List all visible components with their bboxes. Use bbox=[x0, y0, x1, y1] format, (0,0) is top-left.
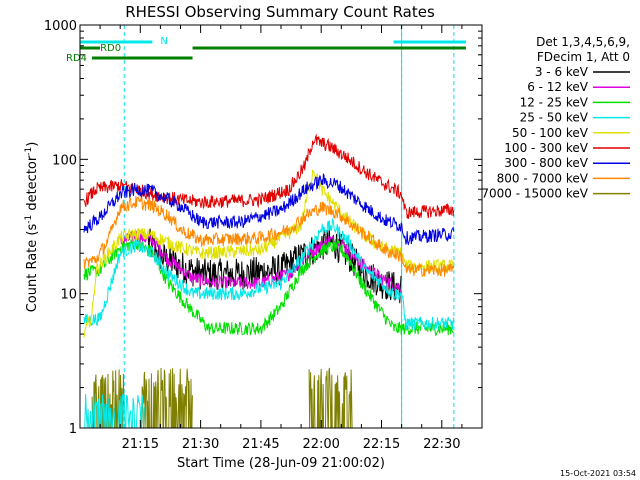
series-line-6 bbox=[83, 172, 455, 246]
legend-label-8: 7000 - 15000 keV bbox=[481, 187, 588, 201]
legend-header-line-2: FDecim 1, Att 0 bbox=[537, 50, 630, 64]
legend-label-2: 12 - 25 keV bbox=[520, 95, 589, 109]
rd0-label: RD0 bbox=[100, 43, 121, 54]
x-axis: 21:15 21:30 21:45 22:00 22:15 22:30 bbox=[99, 25, 483, 452]
legend-label-3: 25 - 50 keV bbox=[520, 111, 589, 125]
x-tick-label-3: 22:00 bbox=[302, 437, 339, 452]
y-axis-label: Count Rate (s-1 detector-1) bbox=[24, 142, 40, 313]
plot-frame bbox=[79, 24, 483, 429]
axis-frame bbox=[79, 24, 483, 429]
legend: Det 1,3,4,5,6,9, FDecim 1, Att 0 3 - 6 k… bbox=[481, 35, 630, 201]
legend-label-7: 800 - 7000 keV bbox=[497, 171, 589, 185]
series-line-3 bbox=[83, 217, 455, 331]
x-tick-label-0: 21:15 bbox=[122, 437, 159, 452]
x-tick-label-5: 22:30 bbox=[423, 437, 460, 452]
chart-title: RHESSI Observing Summary Count Rates bbox=[125, 3, 435, 21]
legend-label-4: 50 - 100 keV bbox=[512, 126, 589, 140]
series-line-cyan-low bbox=[84, 393, 145, 429]
legend-label-5: 100 - 300 keV bbox=[504, 141, 588, 155]
footer-timestamp: 15-Oct-2021 03:54 bbox=[560, 469, 636, 478]
y-tick-label-0: 1 bbox=[69, 422, 77, 437]
x-tick-label-1: 21:30 bbox=[182, 437, 219, 452]
plot-area: N RD0 RD4 bbox=[66, 25, 466, 429]
y-tick-label-3: 1000 bbox=[44, 19, 77, 34]
legend-label-0: 3 - 6 keV bbox=[535, 65, 589, 79]
x-axis-label: Start Time (28-Jun-09 21:00:02) bbox=[177, 456, 385, 471]
y-tick-label-2: 100 bbox=[52, 153, 77, 168]
y-tick-label-1: 10 bbox=[60, 288, 77, 303]
series-line-7 bbox=[83, 195, 455, 278]
x-tick-label-2: 21:45 bbox=[242, 437, 279, 452]
legend-label-6: 300 - 800 keV bbox=[504, 156, 588, 170]
rd4-label: RD4 bbox=[66, 53, 87, 64]
x-tick-label-4: 22:15 bbox=[363, 437, 400, 452]
legend-label-1: 6 - 12 keV bbox=[527, 80, 589, 94]
legend-header-line-1: Det 1,3,4,5,6,9, bbox=[536, 35, 630, 49]
atten-label-n: N bbox=[160, 36, 167, 47]
series-line-5 bbox=[83, 133, 455, 219]
y-axis: 1 10 100 1000 bbox=[44, 19, 482, 437]
series-line-olive-3 bbox=[308, 367, 353, 429]
series-line-olive-2 bbox=[140, 367, 193, 429]
